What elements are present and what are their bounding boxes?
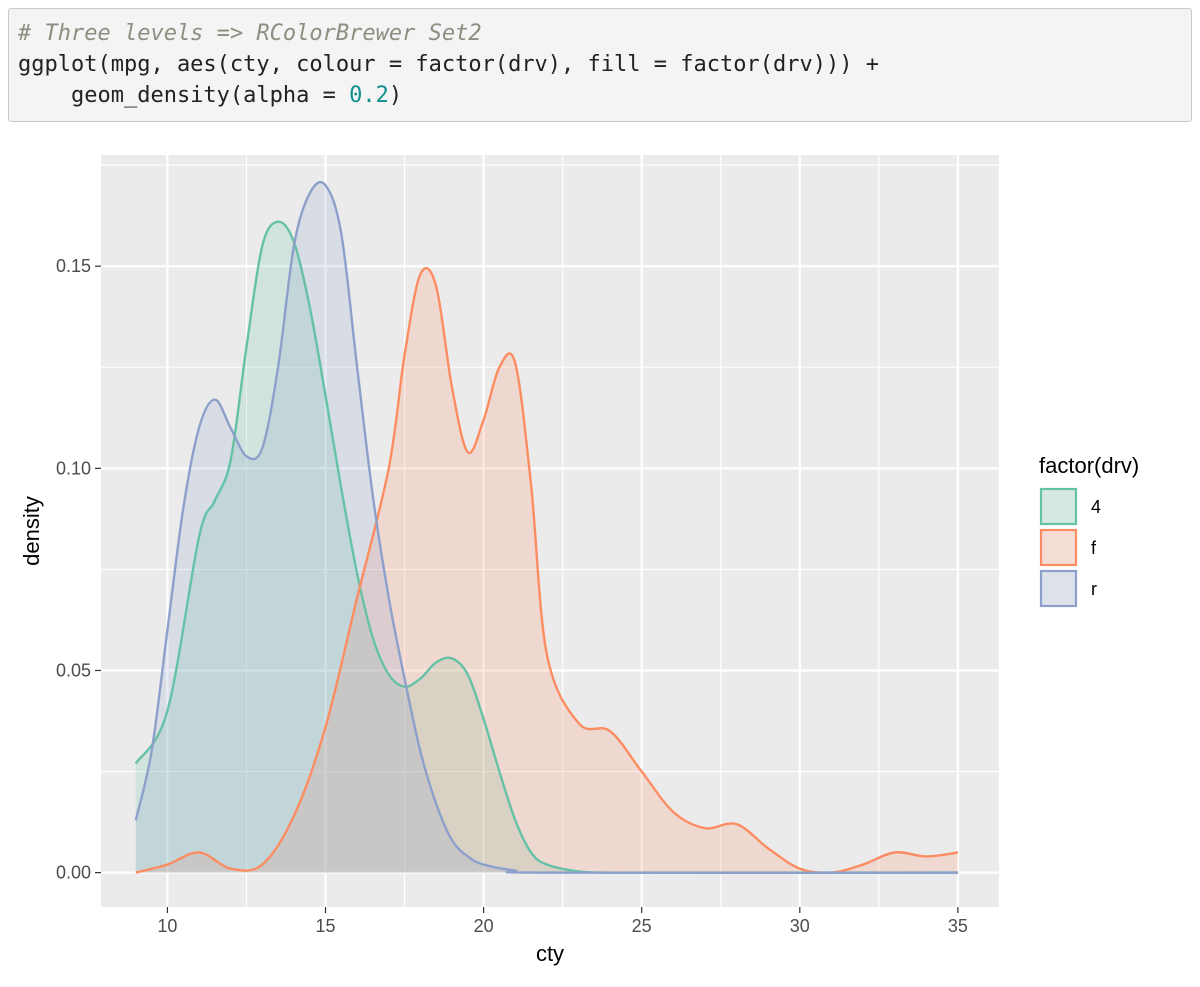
y-tick-label: 0.10 [56, 458, 91, 478]
density-lines [134, 181, 959, 875]
code-number: 0.2 [349, 83, 389, 108]
code-comment: # Three levels => RColorBrewer Set2 [18, 21, 482, 46]
legend-key-bg [1040, 488, 1077, 525]
density-area-r [135, 182, 958, 873]
legend: factor(drv) 4 f r [1039, 453, 1139, 608]
code-line: ggplot(mpg, aes(cty, colour = factor(drv… [18, 49, 1191, 80]
legend-key-f [1039, 528, 1078, 567]
legend-label: r [1091, 579, 1097, 599]
code-text: ggplot(mpg, aes(cty, colour = factor(drv… [18, 52, 879, 77]
x-tick-label: 30 [790, 916, 810, 936]
legend-key-bg [1040, 570, 1077, 607]
x-tick-label: 20 [474, 916, 494, 936]
plot-panel [101, 155, 999, 907]
x-tick-label: 15 [315, 916, 335, 936]
legend-key-bg [1040, 529, 1077, 566]
density-chart: 10 15 20 25 30 35 0.00 0.05 0.10 0.15 cty densit… [19, 155, 1139, 966]
code-text: ) [388, 83, 403, 108]
y-tick-label: 0.15 [56, 256, 91, 276]
x-axis: 10 15 20 25 30 35 [157, 907, 968, 936]
legend-label: 4 [1091, 497, 1101, 517]
legend-key-4 [1039, 487, 1078, 526]
y-tick-label: 0.05 [56, 660, 91, 680]
y-axis: 0.00 0.05 0.10 0.15 [56, 256, 101, 883]
density-area-4 [135, 221, 958, 873]
density-line-r [134, 181, 958, 874]
x-tick-label: 25 [632, 916, 652, 936]
density-area-f [135, 268, 958, 873]
density-line-f [135, 266, 959, 875]
x-axis-title: cty [536, 941, 564, 966]
legend-title: factor(drv) [1039, 453, 1139, 478]
code-text: geom_density(alpha = [18, 83, 350, 108]
density-areas [135, 182, 958, 873]
y-tick-label: 0.00 [56, 863, 91, 883]
code-block: # Three levels => RColorBrewer Set2 ggplo… [8, 8, 1192, 122]
code-line: geom_density(alpha = 0.2) [18, 80, 1191, 111]
legend-key-r [1039, 569, 1078, 608]
code-line: # Three levels => RColorBrewer Set2 [18, 18, 1191, 49]
legend-label: f [1091, 538, 1097, 558]
x-tick-label: 10 [157, 916, 177, 936]
major-gridlines [101, 155, 999, 907]
minor-gridlines [101, 155, 999, 907]
x-tick-label: 35 [948, 916, 968, 936]
y-axis-title: density [19, 496, 44, 566]
density-line-4 [134, 220, 958, 874]
